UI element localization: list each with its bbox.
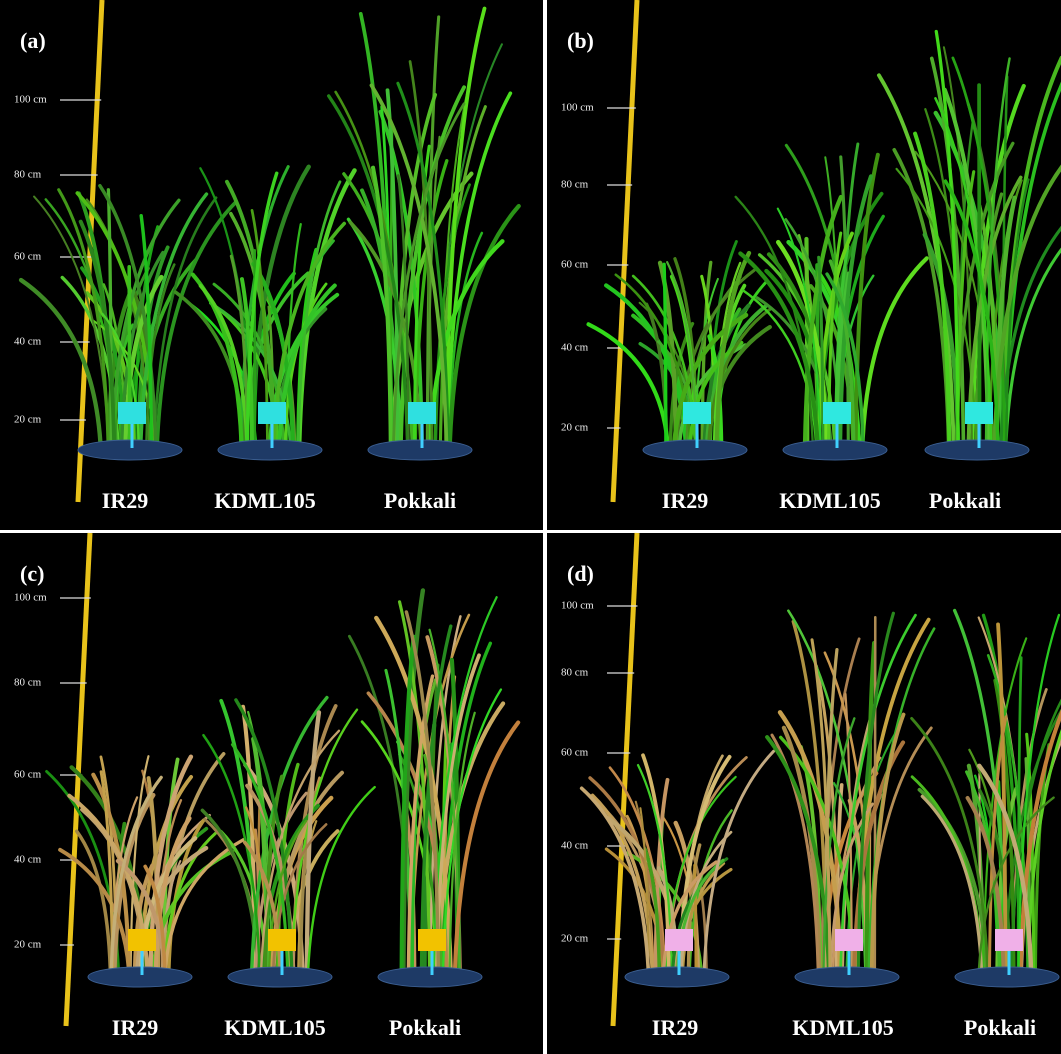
variety-label: Pokkali xyxy=(964,1015,1036,1040)
panel: 100 cm 80 cm 60 cm 40 cm 20 cm (d) IR29 KDML105… xyxy=(547,533,1061,1054)
variety-label: Pokkali xyxy=(384,488,456,513)
scale-label: 80 cm xyxy=(14,677,42,689)
scale-label: 20 cm xyxy=(561,422,589,434)
pot xyxy=(795,967,899,987)
variety-label: KDML105 xyxy=(224,1015,325,1040)
scale-label: 60 cm xyxy=(561,259,589,271)
variety-label: KDML105 xyxy=(779,488,880,513)
pot xyxy=(88,967,192,987)
tag xyxy=(418,929,446,951)
variety-label: Pokkali xyxy=(389,1015,461,1040)
scale-label: 60 cm xyxy=(561,747,589,759)
scale-label: 80 cm xyxy=(14,169,42,181)
tag xyxy=(408,402,436,424)
variety-label: Pokkali xyxy=(929,488,1001,513)
panel-label: (d) xyxy=(567,561,594,586)
pot xyxy=(783,440,887,460)
pot xyxy=(378,967,482,987)
pot xyxy=(643,440,747,460)
tag xyxy=(823,402,851,424)
scale-label: 100 cm xyxy=(14,94,47,106)
pot xyxy=(228,967,332,987)
scale-label: 100 cm xyxy=(14,592,47,604)
tag xyxy=(683,402,711,424)
tag xyxy=(665,929,693,951)
variety-label: KDML105 xyxy=(214,488,315,513)
variety-label: IR29 xyxy=(652,1015,698,1040)
scale-label: 40 cm xyxy=(561,840,589,852)
variety-label: IR29 xyxy=(112,1015,158,1040)
variety-label: IR29 xyxy=(102,488,148,513)
pot xyxy=(368,440,472,460)
scale-label: 80 cm xyxy=(561,667,589,679)
panel-label: (c) xyxy=(20,561,44,586)
tag xyxy=(118,402,146,424)
tag xyxy=(258,402,286,424)
variety-label: KDML105 xyxy=(792,1015,893,1040)
variety-label: IR29 xyxy=(662,488,708,513)
scale-label: 20 cm xyxy=(14,414,42,426)
scale-label: 60 cm xyxy=(14,251,42,263)
scale-label: 80 cm xyxy=(561,179,589,191)
scale-label: 60 cm xyxy=(14,769,42,781)
tag xyxy=(128,929,156,951)
pot xyxy=(625,967,729,987)
scale-label: 40 cm xyxy=(14,336,42,348)
panel-label: (b) xyxy=(567,28,594,53)
panel: 100 cm 80 cm 60 cm 40 cm 20 cm (a) IR29 KDML105… xyxy=(0,0,543,530)
scale-label: 40 cm xyxy=(14,854,42,866)
scale-label: 40 cm xyxy=(561,342,589,354)
scale-label: 100 cm xyxy=(561,102,594,114)
scale-label: 20 cm xyxy=(14,939,42,951)
panel-label: (a) xyxy=(20,28,46,53)
figure: 100 cm 80 cm 60 cm 40 cm 20 cm (a) IR29 KDML105… xyxy=(0,0,1061,1054)
tag xyxy=(965,402,993,424)
leaf-blade xyxy=(664,264,666,442)
tag xyxy=(995,929,1023,951)
tag xyxy=(835,929,863,951)
pot xyxy=(955,967,1059,987)
tag xyxy=(268,929,296,951)
pot xyxy=(78,440,182,460)
panel: 100 cm 80 cm 60 cm 40 cm 20 cm (c) IR29 KDML105… xyxy=(0,533,543,1054)
scale-label: 20 cm xyxy=(561,933,589,945)
scale-label: 100 cm xyxy=(561,600,594,612)
panel: 100 cm 80 cm 60 cm 40 cm 20 cm (b) IR29 KDML105… xyxy=(547,0,1061,530)
pot xyxy=(218,440,322,460)
pot xyxy=(925,440,1029,460)
